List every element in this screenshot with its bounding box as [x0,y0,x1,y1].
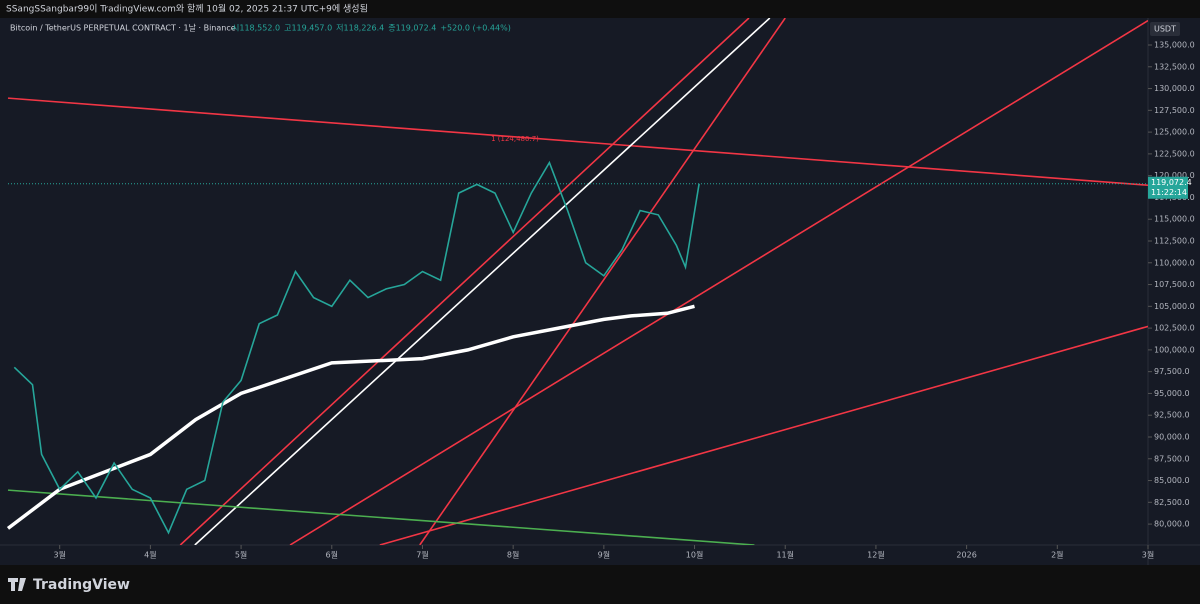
trendline [7,97,1148,187]
y-tick-label: 107,500.0 [1154,280,1195,289]
ohlc-value: +520.0 (+0.44%) [440,24,511,33]
y-tick-label: 80,000.0 [1154,520,1190,529]
x-tick-label: 3월 [53,550,65,560]
currency-box[interactable] [1150,22,1180,36]
y-tick-label: 125,000.0 [1154,128,1195,137]
y-tick-label: 85,000.0 [1154,476,1190,485]
x-tick-label: 2월 [1051,550,1063,560]
plot [6,18,1148,545]
y-tick-label: 87,500.0 [1154,454,1190,463]
trendline [179,18,750,545]
y-tick-label: 97,500.0 [1154,367,1190,376]
trendline [194,18,771,545]
ohlc-value: 시118,552.0 [232,24,280,33]
x-tick-label: 10월 [686,550,704,560]
y-tick-label: 130,000.0 [1154,84,1195,93]
y-tick-label: 115,000.0 [1154,215,1195,224]
x-tick-label: 6월 [326,550,338,560]
trendline [419,18,786,545]
annotation: 1 (124,480.7) [491,135,539,143]
ohlc-value: 고119,457.0 [284,24,332,33]
symbol: Bitcoin / TetherUS PERPETUAL CONTRACT · … [10,23,236,33]
y-tick-label: 112,500.0 [1154,236,1195,245]
trendline [7,489,755,545]
price-line [13,160,700,535]
x-tick-label: 2026 [956,551,976,560]
y-tick-label: 82,500.0 [1154,498,1190,507]
x-tick-label: 8월 [507,550,519,560]
trendline [289,19,1148,545]
logo [8,578,26,591]
currency[interactable]: USDT [1154,25,1176,34]
y-tick-label: 135,000.0 [1154,41,1195,50]
brand: TradingView [33,577,130,593]
y-tick-label: 92,500.0 [1154,411,1190,420]
y-tick-label: 132,500.0 [1154,62,1195,71]
x-tick-label: 5월 [235,550,247,560]
x-tick-label: 9월 [598,550,610,560]
x-tick-label: 4월 [144,550,156,560]
y-tick-label: 100,000.0 [1154,345,1195,354]
last-price-label: 119,072.4 [1151,178,1192,187]
y-tick-label: 90,000.0 [1154,432,1190,441]
y-tick-label: 110,000.0 [1154,258,1195,267]
y-tick-label: 105,000.0 [1154,302,1195,311]
countdown: 11:22:14 [1151,188,1187,197]
y-tick-label: 122,500.0 [1154,149,1195,158]
ohlc-value: 저118,226.4 [336,24,384,33]
header: SSangSSangbar99이 TradingView.com와 함께 10월… [6,3,368,15]
x-tick-label: 3월 [1142,550,1154,560]
y-tick-label: 95,000.0 [1154,389,1190,398]
chart-area [0,18,1200,565]
y-tick-label: 127,500.0 [1154,106,1195,115]
y-tick-label: 102,500.0 [1154,324,1195,333]
x-tick-label: 7월 [416,550,428,560]
y-tick-label: 120,000.0 [1154,171,1195,180]
last-price-box [1148,176,1188,199]
x-tick-label: 12월 [867,550,885,560]
ohlc-value: 종119,072.4 [388,24,436,33]
moving-average [6,304,695,530]
trendline [379,325,1148,545]
x-tick-label: 11월 [776,550,794,560]
